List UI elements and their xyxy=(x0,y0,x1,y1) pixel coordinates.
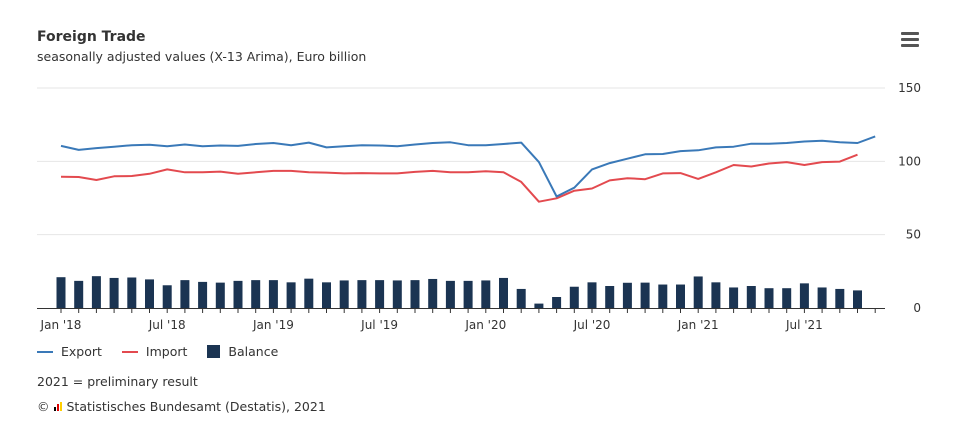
preliminary-note: 2021 = preliminary result xyxy=(37,374,198,389)
balance-bar xyxy=(445,280,455,308)
import-line-swatch xyxy=(121,350,138,353)
balance-bar xyxy=(162,285,172,308)
balance-bar xyxy=(286,282,296,308)
balance-bar xyxy=(587,282,597,308)
legend-label-import: Import xyxy=(145,344,188,359)
balance-bar xyxy=(233,280,243,308)
y-tick-label: 0 xyxy=(913,301,921,315)
balance-bar xyxy=(569,286,579,308)
legend-item-export[interactable]: Export xyxy=(37,344,102,359)
y-tick-label: 50 xyxy=(906,228,921,242)
balance-bar xyxy=(127,277,137,308)
x-tick-label: Jul '21 xyxy=(785,318,823,332)
balance-bar xyxy=(322,282,331,308)
balance-bar xyxy=(145,279,154,308)
legend-item-balance[interactable]: Balance xyxy=(207,344,278,359)
chart-subtitle: seasonally adjusted values (X-13 Arima),… xyxy=(37,49,367,64)
hamburger-menu-icon[interactable] xyxy=(898,30,922,50)
balance-bar xyxy=(658,284,668,308)
balance-bar xyxy=(746,286,756,308)
chart-area: 0 50 100 150 Jan '18 Jul '18 Jan '19 Jul '19 Jan… xyxy=(37,81,921,332)
balance-bar xyxy=(817,287,827,308)
balance-bar xyxy=(428,278,438,308)
x-tick-label: Jan '18 xyxy=(40,318,82,332)
balance-bar xyxy=(693,276,703,308)
balance-bar xyxy=(622,282,632,308)
balance-bar xyxy=(640,282,650,308)
destatis-logo-icon xyxy=(53,402,63,411)
balance-bar xyxy=(392,280,402,308)
balance-bar xyxy=(676,284,685,308)
balance-bar xyxy=(463,280,473,308)
balance-bar xyxy=(180,280,190,308)
x-tick-label: Jul '18 xyxy=(148,318,186,332)
copyright-symbol: © xyxy=(37,399,50,414)
balance-bar xyxy=(109,277,119,308)
balance-bar xyxy=(552,297,562,308)
balance-bar xyxy=(516,288,526,308)
credit-text: Statistisches Bundesamt (Destatis), 2021 xyxy=(66,399,326,414)
balance-bar xyxy=(74,280,84,308)
balance-bar xyxy=(339,280,349,308)
credit-line: © Statistisches Bundesamt (Destatis), 20… xyxy=(37,399,326,414)
balance-bar xyxy=(534,303,544,308)
y-tick-label: 150 xyxy=(898,81,921,95)
x-tick-label: Jan '21 xyxy=(677,318,719,332)
export-line xyxy=(60,135,876,198)
x-tick-label: Jul '19 xyxy=(360,318,398,332)
balance-bar xyxy=(410,280,420,308)
balance-bar xyxy=(711,282,721,308)
legend-label-export: Export xyxy=(61,344,102,359)
balance-bar xyxy=(481,280,491,308)
balance-bar xyxy=(198,281,208,308)
x-tick-label: Jan '20 xyxy=(464,318,506,332)
balance-bar xyxy=(835,288,845,308)
legend-item-import[interactable]: Import xyxy=(121,344,188,359)
chart-title: Foreign Trade xyxy=(37,29,146,45)
balance-bar xyxy=(853,290,862,308)
balance-bar xyxy=(499,277,508,308)
balance-bar xyxy=(375,280,385,308)
balance-bar xyxy=(215,282,225,308)
legend-label-balance: Balance xyxy=(228,344,279,359)
legend: Export Import Balance xyxy=(37,344,278,359)
balance-bar xyxy=(799,283,809,308)
import-line xyxy=(60,153,858,203)
balance-bar xyxy=(91,276,101,308)
balance-bar xyxy=(605,286,615,308)
x-tick-label: Jan '19 xyxy=(252,318,294,332)
balance-bar xyxy=(304,278,314,308)
balance-bar xyxy=(56,277,66,308)
balance-bar xyxy=(357,280,367,308)
balance-bar-swatch xyxy=(207,345,221,358)
balance-bar xyxy=(764,288,774,308)
balance-bar xyxy=(782,288,792,308)
balance-bar xyxy=(268,280,278,308)
x-tick-label: Jul '20 xyxy=(573,318,611,332)
y-tick-label: 100 xyxy=(898,154,921,168)
export-line-swatch xyxy=(37,350,53,353)
balance-bar xyxy=(251,280,261,308)
balance-bar xyxy=(729,287,739,308)
